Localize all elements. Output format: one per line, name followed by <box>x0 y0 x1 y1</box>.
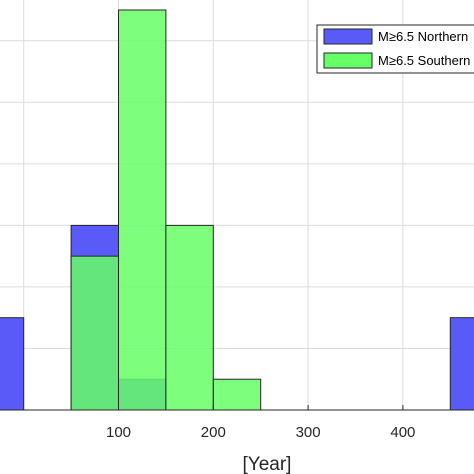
bars <box>0 9 474 411</box>
bar-northern <box>0 317 25 411</box>
legend-label-southern: M≥6.5 Southern <box>378 53 470 68</box>
legend-swatch-southern <box>323 52 373 69</box>
bar-southern <box>118 9 167 411</box>
x-axis-label: [Year] <box>243 454 292 474</box>
bar-southern <box>70 255 119 411</box>
bar-southern <box>165 224 214 411</box>
legend-swatch-northern <box>323 28 373 45</box>
x-tick-label: 200 <box>201 424 226 441</box>
x-tick-label: 100 <box>106 424 131 441</box>
x-tick-label: 300 <box>296 424 321 441</box>
bar-southern <box>212 378 262 411</box>
x-axis: 100 200 300 400 <box>106 405 415 441</box>
legend: M≥6.5 Northern M≥6.5 Southern <box>316 24 474 74</box>
legend-label-northern: M≥6.5 Northern <box>378 29 468 44</box>
bar-northern <box>449 317 474 411</box>
plot-frame <box>0 409 474 411</box>
x-tick-label: 400 <box>390 424 415 441</box>
